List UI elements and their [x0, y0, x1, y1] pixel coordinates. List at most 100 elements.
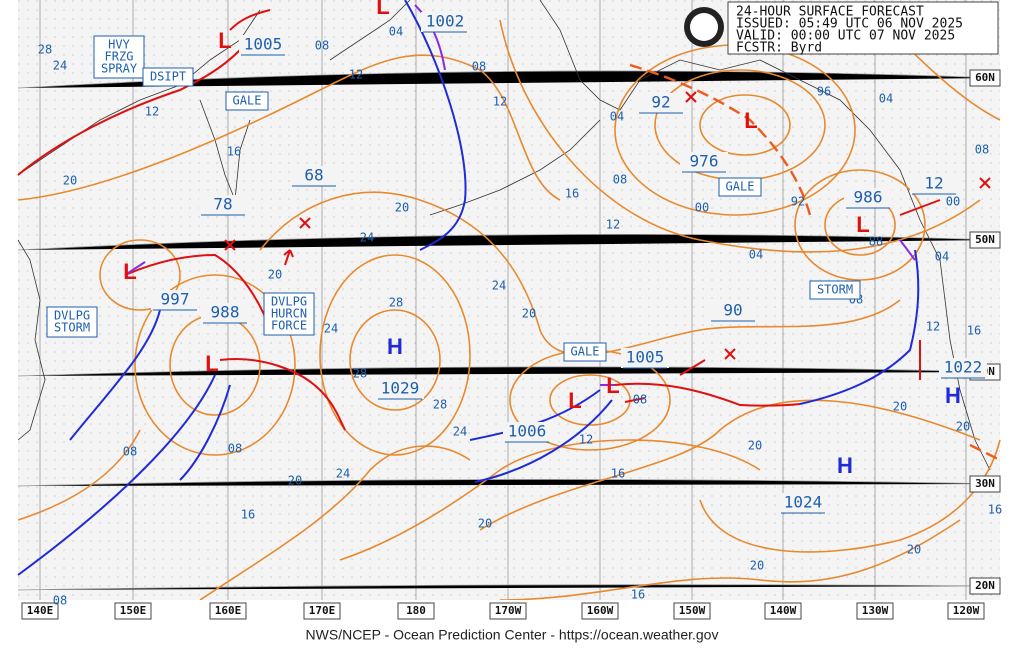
pressure-center-bg	[199, 195, 247, 215]
isobar-label: 04	[610, 110, 624, 124]
pressure-center-bg	[637, 93, 685, 113]
low-center: L	[606, 373, 619, 398]
lat-label-box	[969, 577, 1001, 595]
header-box	[727, 1, 999, 55]
isobar-label: 12	[926, 320, 940, 334]
isobar-label: 20	[748, 439, 762, 453]
lon-label-box	[209, 602, 247, 620]
warning-text: HURCN	[271, 307, 307, 321]
isobar-label: 00	[695, 201, 709, 215]
pressure-center: 976	[690, 152, 719, 171]
low-center: L	[123, 259, 136, 284]
pressure-center: 988	[211, 303, 240, 322]
header-title: 24-HOUR SURFACE FORECAST	[736, 5, 924, 20]
pressure-center: 997	[161, 290, 190, 309]
pressure-center-bg	[201, 303, 249, 323]
low-center: L	[568, 388, 581, 413]
warning-box	[809, 280, 861, 300]
pressure-center: 1005	[244, 35, 283, 54]
warning-text: GALE	[571, 345, 600, 359]
isobar-label: 16	[241, 508, 255, 522]
warning-box	[142, 67, 194, 87]
lon-label: 150E	[120, 604, 147, 617]
lon-label: 170W	[495, 604, 522, 617]
high-center: H	[945, 383, 961, 408]
isobar-label: 16	[227, 145, 241, 159]
lon-label-box	[947, 602, 985, 620]
lon-label: 140E	[27, 604, 54, 617]
lat-label-box	[969, 231, 1001, 249]
isobar-label: 00	[946, 195, 960, 209]
graticule	[17, 0, 1001, 600]
isobar-label: 20	[893, 400, 907, 414]
pressure-center-bg	[709, 301, 757, 321]
isobar-label: 24	[453, 425, 467, 439]
pressure-center-bg	[376, 379, 424, 399]
storm-markers	[224, 91, 991, 403]
isobar-label: 12	[493, 95, 507, 109]
pressure-center: 12	[924, 174, 943, 193]
pressure-center: 68	[304, 166, 323, 185]
isobar-label: 88	[869, 235, 883, 249]
isobar-label: 08	[613, 173, 627, 187]
isobar-label: 16	[611, 467, 625, 481]
isobar-label: 04	[935, 250, 949, 264]
lon-label-box	[673, 602, 711, 620]
pressure-center: 1024	[784, 493, 823, 512]
isobar-label: 20	[395, 201, 409, 215]
header-issued: ISSUED: 05:49 UTC 06 NOV 2025	[736, 17, 963, 32]
lon-label-box	[489, 602, 527, 620]
pressure-center: 1002	[426, 12, 465, 31]
isobar-label: 24	[360, 231, 374, 245]
warning-box	[263, 292, 315, 336]
isobar-label: 16	[967, 324, 981, 338]
noaa-logo-inner	[690, 13, 718, 41]
warning-text: DVLPG	[271, 295, 307, 309]
warning-text: HVY	[108, 38, 130, 52]
lon-label-box	[764, 602, 802, 620]
warning-box	[563, 342, 607, 362]
high-center: H	[387, 334, 403, 359]
warning-text: DSIPT	[150, 70, 186, 84]
low-center: L	[218, 28, 231, 53]
lat-label: 60N	[975, 71, 995, 84]
isobar-label: 12	[145, 105, 159, 119]
isobar-label: 08	[472, 60, 486, 74]
isobar-label: 20	[288, 474, 302, 488]
pressure-center-bg	[621, 348, 669, 368]
isobar-label: 92	[791, 195, 805, 209]
low-center: L	[856, 212, 869, 237]
pressure-center-bg	[239, 35, 287, 55]
pressure-center-bg	[844, 188, 892, 208]
pressure-center: 1022	[944, 358, 983, 377]
footer-credit: NWS/NCEP - Ocean Prediction Center - htt…	[306, 627, 719, 643]
pressure-center-bg	[680, 152, 728, 172]
pressure-center: 1029	[381, 379, 420, 398]
warning-box	[93, 35, 145, 79]
warning-text: GALE	[726, 180, 755, 194]
lon-label: 120W	[953, 604, 980, 617]
pressure-center-bg	[151, 290, 199, 310]
low-center: L	[205, 351, 218, 376]
warning-text: STORM	[817, 283, 853, 297]
isobar-label: 16	[631, 588, 645, 602]
pressure-center: 1006	[508, 422, 547, 441]
pressure-center: 90	[723, 301, 742, 320]
isobar-label: 12	[349, 68, 363, 82]
isobar-label: 04	[749, 248, 763, 262]
lat-label: 20N	[975, 579, 995, 592]
isobar-label: 20	[268, 268, 282, 282]
isobar-label: 16	[565, 187, 579, 201]
isobar-label: 96	[817, 85, 831, 99]
warning-text: DVLPG	[54, 309, 90, 323]
lat-label-box	[969, 69, 1001, 87]
header-valid: VALID: 00:00 UTC 07 NOV 2025	[736, 29, 955, 44]
warning-box	[46, 306, 98, 338]
warning-text: SPRAY	[101, 62, 138, 76]
low-center: L	[376, 0, 389, 19]
isobar-label: 20	[522, 307, 536, 321]
header-forecaster: FCSTR: Byrd	[736, 41, 822, 56]
lon-label-box	[856, 602, 894, 620]
isobar-label: 04	[389, 25, 403, 39]
